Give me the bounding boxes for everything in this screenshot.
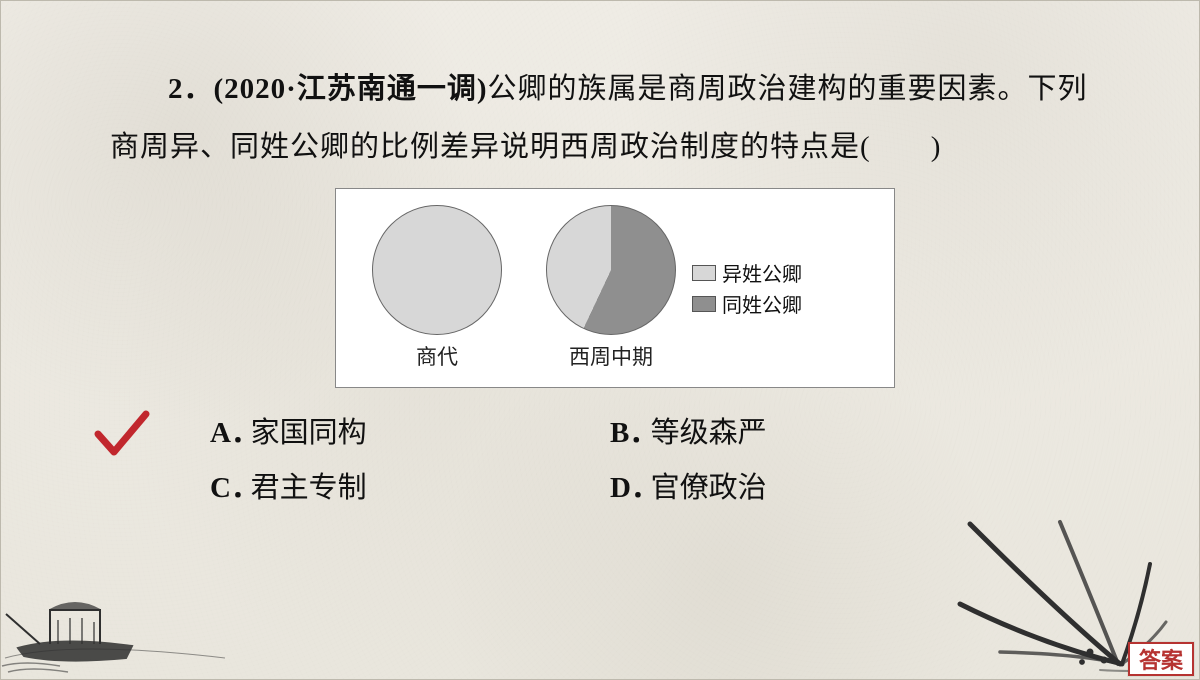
question-number: 2	[168, 73, 184, 105]
question-stem: 2．(2020·江苏南通一调)公卿的族属是商周政治建构的重要因素。下列 商周异、…	[110, 60, 1120, 176]
pie-xizhou: 西周中期	[546, 205, 676, 371]
chart-legend: 异姓公卿 同姓公卿	[692, 256, 802, 320]
stem-close: )	[931, 131, 942, 163]
answer-button[interactable]: 答案	[1128, 642, 1194, 676]
legend-swatch	[692, 296, 716, 312]
option-c[interactable]: C．君主专制	[210, 461, 610, 516]
pie-xizhou-graphic	[546, 205, 676, 335]
question-source: (2020·江苏南通一调)	[214, 73, 488, 105]
stem-part2: 商周异、同姓公卿的比例差异说明西周政治制度的特点是(	[110, 131, 871, 163]
legend-label: 同姓公卿	[722, 289, 802, 318]
answer-button-label: 答案	[1139, 643, 1183, 675]
correct-check-icon	[92, 410, 152, 460]
ink-boat-decor	[0, 540, 230, 680]
legend-item: 异姓公卿	[692, 258, 802, 287]
option-a[interactable]: A．家国同构	[210, 406, 610, 461]
pie-shang: 商代	[372, 205, 502, 371]
pie-shang-label: 商代	[416, 341, 458, 371]
legend-swatch	[692, 265, 716, 281]
pie-shang-graphic	[372, 205, 502, 335]
legend-item: 同姓公卿	[692, 289, 802, 318]
option-b[interactable]: B．等级森严	[610, 406, 1010, 461]
pie-xizhou-label: 西周中期	[569, 341, 653, 371]
stem-blank	[871, 131, 931, 163]
pie-chart-figure: 商代 西周中期 异姓公卿 同姓公卿	[335, 188, 895, 388]
legend-label: 异姓公卿	[722, 258, 802, 287]
question-block: 2．(2020·江苏南通一调)公卿的族属是商周政治建构的重要因素。下列 商周异、…	[0, 0, 1200, 516]
options-block: A．家国同构 B．等级森严 C．君主专制 D．官僚政治	[110, 406, 1120, 516]
stem-part1: 公卿的族属是商周政治建构的重要因素。下列	[488, 73, 1088, 105]
